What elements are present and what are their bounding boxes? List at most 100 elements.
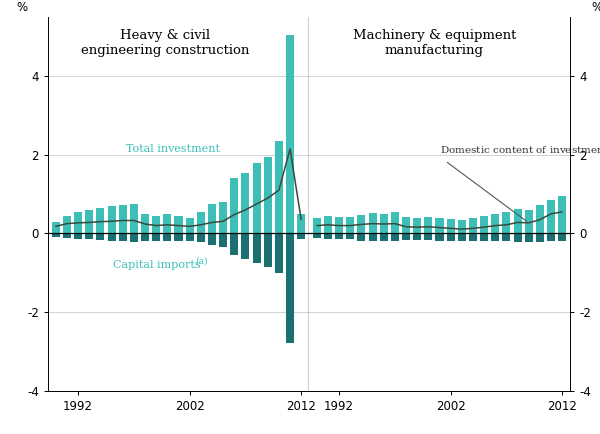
Bar [480, 216, 488, 233]
Bar [141, 214, 149, 233]
Bar [97, 233, 104, 240]
Bar [85, 210, 93, 233]
Bar [458, 233, 466, 240]
Bar [286, 35, 294, 233]
Bar [346, 217, 354, 233]
Text: (a): (a) [196, 256, 208, 265]
Bar [185, 218, 194, 233]
Bar [380, 233, 388, 240]
Bar [119, 205, 127, 233]
Bar [275, 233, 283, 273]
Bar [358, 233, 365, 240]
Bar [436, 233, 443, 240]
Bar [313, 218, 321, 233]
Bar [241, 173, 250, 233]
Bar [297, 233, 305, 239]
Bar [208, 233, 216, 245]
Bar [97, 208, 104, 233]
Bar [297, 214, 305, 233]
Text: Machinery & equipment
manufacturing: Machinery & equipment manufacturing [353, 29, 516, 56]
Bar [424, 217, 433, 233]
Bar [346, 233, 354, 239]
Bar [107, 206, 116, 233]
Bar [424, 233, 433, 240]
Bar [219, 202, 227, 233]
Bar [558, 233, 566, 241]
Bar [514, 209, 521, 233]
Bar [175, 216, 182, 233]
Bar [335, 217, 343, 233]
Bar [152, 216, 160, 233]
Bar [413, 218, 421, 233]
Bar [163, 233, 172, 240]
Bar [197, 233, 205, 242]
Bar [264, 233, 272, 267]
Bar [275, 141, 283, 233]
Bar [335, 233, 343, 239]
Bar [469, 233, 477, 240]
Bar [446, 233, 455, 241]
Text: Heavy & civil
engineering construction: Heavy & civil engineering construction [81, 29, 250, 56]
Bar [368, 233, 377, 240]
Bar [63, 233, 71, 238]
Bar [324, 216, 332, 233]
Bar [391, 233, 399, 241]
Bar [219, 233, 227, 247]
Bar [74, 233, 82, 239]
Bar [163, 214, 172, 233]
Bar [525, 210, 533, 233]
Bar [313, 233, 321, 238]
Bar [85, 233, 93, 239]
Bar [119, 233, 127, 241]
Bar [536, 205, 544, 233]
Bar [130, 204, 138, 233]
Bar [413, 233, 421, 240]
Bar [175, 233, 182, 241]
Bar [536, 233, 544, 242]
Bar [185, 233, 194, 240]
Bar [547, 200, 555, 233]
Bar [208, 204, 216, 233]
Bar [491, 214, 499, 233]
Bar [197, 212, 205, 233]
Bar [63, 216, 71, 233]
Bar [436, 218, 443, 233]
Bar [480, 233, 488, 240]
Text: %: % [16, 0, 27, 13]
Bar [547, 233, 555, 241]
Bar [458, 220, 466, 233]
Bar [469, 218, 477, 233]
Bar [286, 233, 294, 343]
Bar [402, 217, 410, 233]
Bar [502, 233, 511, 241]
Bar [152, 233, 160, 240]
Bar [141, 233, 149, 240]
Bar [264, 157, 272, 233]
Bar [358, 214, 365, 233]
Bar [74, 212, 82, 233]
Bar [230, 233, 238, 255]
Bar [253, 163, 260, 233]
Bar [514, 233, 521, 242]
Bar [130, 233, 138, 242]
Bar [446, 218, 455, 233]
Text: Capital imports: Capital imports [113, 260, 201, 270]
Bar [324, 233, 332, 239]
Bar [241, 233, 250, 259]
Bar [525, 233, 533, 242]
Bar [368, 213, 377, 233]
Bar [391, 212, 399, 233]
Bar [52, 233, 60, 237]
Bar [230, 178, 238, 233]
Bar [253, 233, 260, 263]
Bar [107, 233, 116, 240]
Bar [402, 233, 410, 240]
Bar [558, 196, 566, 233]
Bar [502, 212, 511, 233]
Bar [491, 233, 499, 240]
Text: Total investment: Total investment [126, 144, 220, 154]
Bar [380, 214, 388, 233]
Text: %: % [591, 0, 600, 13]
Bar [52, 222, 60, 233]
Text: Domestic content of investment$^{\rm (a)}$: Domestic content of investment$^{\rm (a)… [439, 142, 600, 156]
